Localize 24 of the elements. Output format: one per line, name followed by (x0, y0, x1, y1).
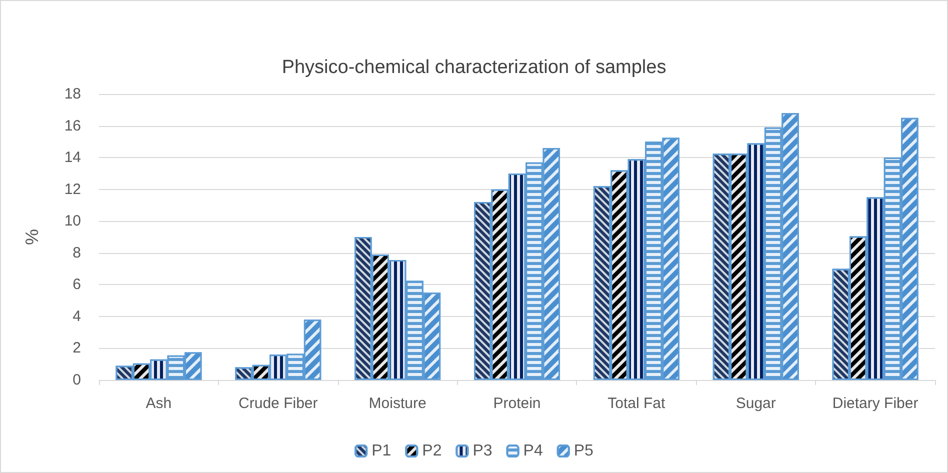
x-tick-label: Dietary Fiber (832, 395, 918, 412)
legend-label: P1 (372, 442, 392, 460)
x-tick-label: Ash (146, 395, 172, 412)
legend-label: P2 (422, 442, 442, 460)
x-tick-label: Crude Fiber (238, 395, 318, 412)
x-tick-label: Protein (493, 395, 541, 412)
legend-label: P3 (472, 442, 492, 460)
y-tick-label: 0 (72, 372, 81, 388)
y-axis-title: % (22, 228, 42, 246)
y-tick-label: 16 (64, 117, 81, 134)
y-tick-label: 12 (64, 180, 81, 198)
y-tick-label: 4 (72, 308, 81, 325)
y-tick-label: 18 (64, 86, 81, 102)
legend-label: P4 (523, 442, 543, 460)
y-tick-label: 2 (72, 340, 81, 357)
x-tick-label: Sugar (736, 395, 776, 412)
y-tick-label: 8 (72, 244, 81, 262)
x-tick-label: Moisture (368, 395, 426, 412)
chart-title: Physico-chemical characterization of samples (282, 57, 666, 78)
y-tick-label: 10 (64, 212, 81, 230)
y-tick-label: 14 (64, 149, 81, 166)
x-tick-label: Total Fat (608, 395, 666, 412)
y-tick-label: 6 (72, 276, 81, 294)
legend-label: P5 (574, 442, 594, 460)
